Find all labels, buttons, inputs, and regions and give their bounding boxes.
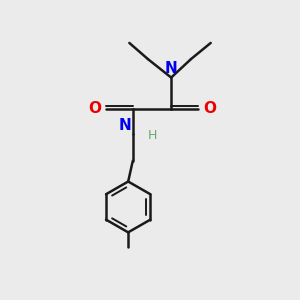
Text: O: O (88, 101, 101, 116)
Text: N: N (119, 118, 132, 133)
Text: O: O (203, 101, 216, 116)
Text: N: N (165, 61, 178, 76)
Text: H: H (148, 129, 157, 142)
